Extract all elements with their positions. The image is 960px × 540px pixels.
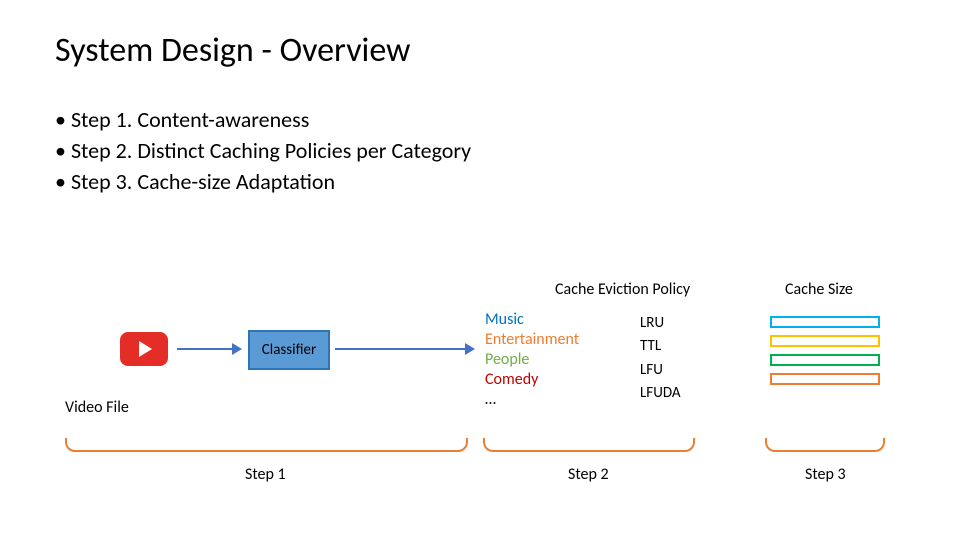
bullet-step2: Step 2. Distinct Caching Policies per Ca… (55, 136, 471, 167)
policy-list: LRU TTL LFU LFUDA (640, 312, 681, 405)
classifier-label: Classifier (262, 341, 316, 359)
policy-lfuda: LFUDA (640, 382, 681, 405)
policy-lru: LRU (640, 312, 681, 335)
cache-bar-2 (770, 354, 880, 366)
cache-bar-3 (770, 373, 880, 385)
policy-lfu: LFU (640, 359, 681, 382)
eviction-policy-header: Cache Eviction Policy (555, 280, 690, 299)
policy-ttl: TTL (640, 335, 681, 358)
category-list: Music Entertainment People Comedy … (485, 310, 579, 410)
bullet-step1: Step 1. Content-awareness (55, 105, 471, 136)
arrow-1-head-icon (232, 343, 242, 355)
arrow-2-line (335, 348, 465, 350)
arrow-1-line (177, 348, 232, 350)
category-entertainment: Entertainment (485, 330, 579, 350)
bullet-step3: Step 3. Cache-size Adaptation (55, 167, 471, 198)
slide-title: System Design - Overview (55, 30, 410, 71)
category-music: Music (485, 310, 579, 330)
step2-label: Step 2 (568, 465, 609, 484)
cache-bar-0 (770, 316, 880, 328)
classifier-box: Classifier (248, 330, 330, 370)
architecture-diagram: Cache Eviction Policy Cache Size Video F… (0, 280, 960, 540)
video-play-icon (120, 332, 168, 366)
category-people: People (485, 350, 579, 370)
brace-step3 (765, 438, 885, 452)
arrow-2-head-icon (465, 343, 475, 355)
category-comedy: Comedy (485, 370, 579, 390)
step3-label: Step 3 (805, 465, 846, 484)
brace-step2 (483, 438, 695, 452)
brace-step1 (65, 438, 468, 452)
bullet-list: Step 1. Content-awareness Step 2. Distin… (55, 105, 471, 197)
cache-bar-1 (770, 335, 880, 347)
category-more: … (485, 390, 579, 410)
video-file-label: Video File (65, 398, 129, 417)
cache-size-header: Cache Size (785, 280, 853, 299)
step1-label: Step 1 (245, 465, 286, 484)
